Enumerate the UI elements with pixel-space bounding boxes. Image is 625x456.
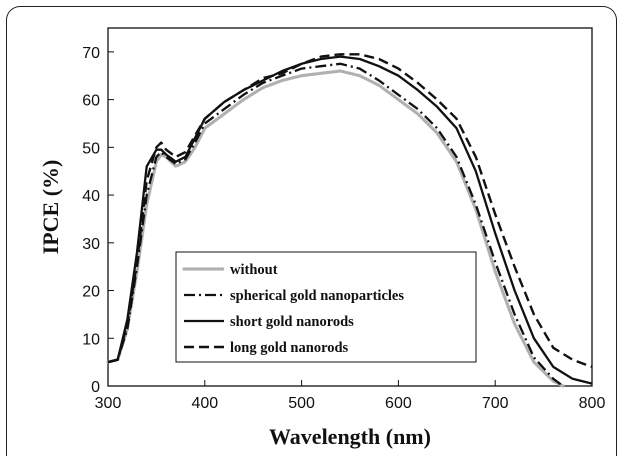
y-tick-label: 50 [82, 140, 100, 157]
legend: without spherical gold nanoparticles short… [175, 251, 477, 363]
plot-area [107, 27, 593, 387]
legend-label: without [230, 262, 278, 278]
series-line-3 [107, 53, 593, 369]
legend-label: long gold nanorods [230, 340, 349, 356]
y-axis-title: IPCE (%) [38, 160, 63, 255]
y-tick-label: 10 [82, 331, 100, 348]
x-tick-label: 500 [288, 395, 315, 412]
y-tick-label: 60 [82, 93, 100, 110]
x-tick-label: 300 [95, 395, 122, 412]
x-tick-label: 700 [482, 395, 509, 412]
x-tick-label: 800 [579, 395, 606, 412]
x-axis-title: Wavelength (nm) [269, 424, 431, 449]
y-tick-label: 40 [82, 188, 100, 205]
y-tick-label: 20 [82, 284, 100, 301]
y-tick-label: 30 [82, 236, 100, 253]
figure-frame [6, 6, 617, 456]
y-tick-label: 70 [82, 45, 100, 62]
legend-label: spherical gold nanoparticles [230, 288, 404, 304]
y-tick-label: 0 [91, 379, 100, 396]
legend-label: short gold nanorods [230, 314, 354, 330]
series-line-1 [107, 62, 564, 387]
x-tick-label: 600 [385, 395, 412, 412]
legend-box [175, 251, 477, 363]
x-tick-label: 400 [191, 395, 218, 412]
series-line-0 [106, 69, 565, 388]
